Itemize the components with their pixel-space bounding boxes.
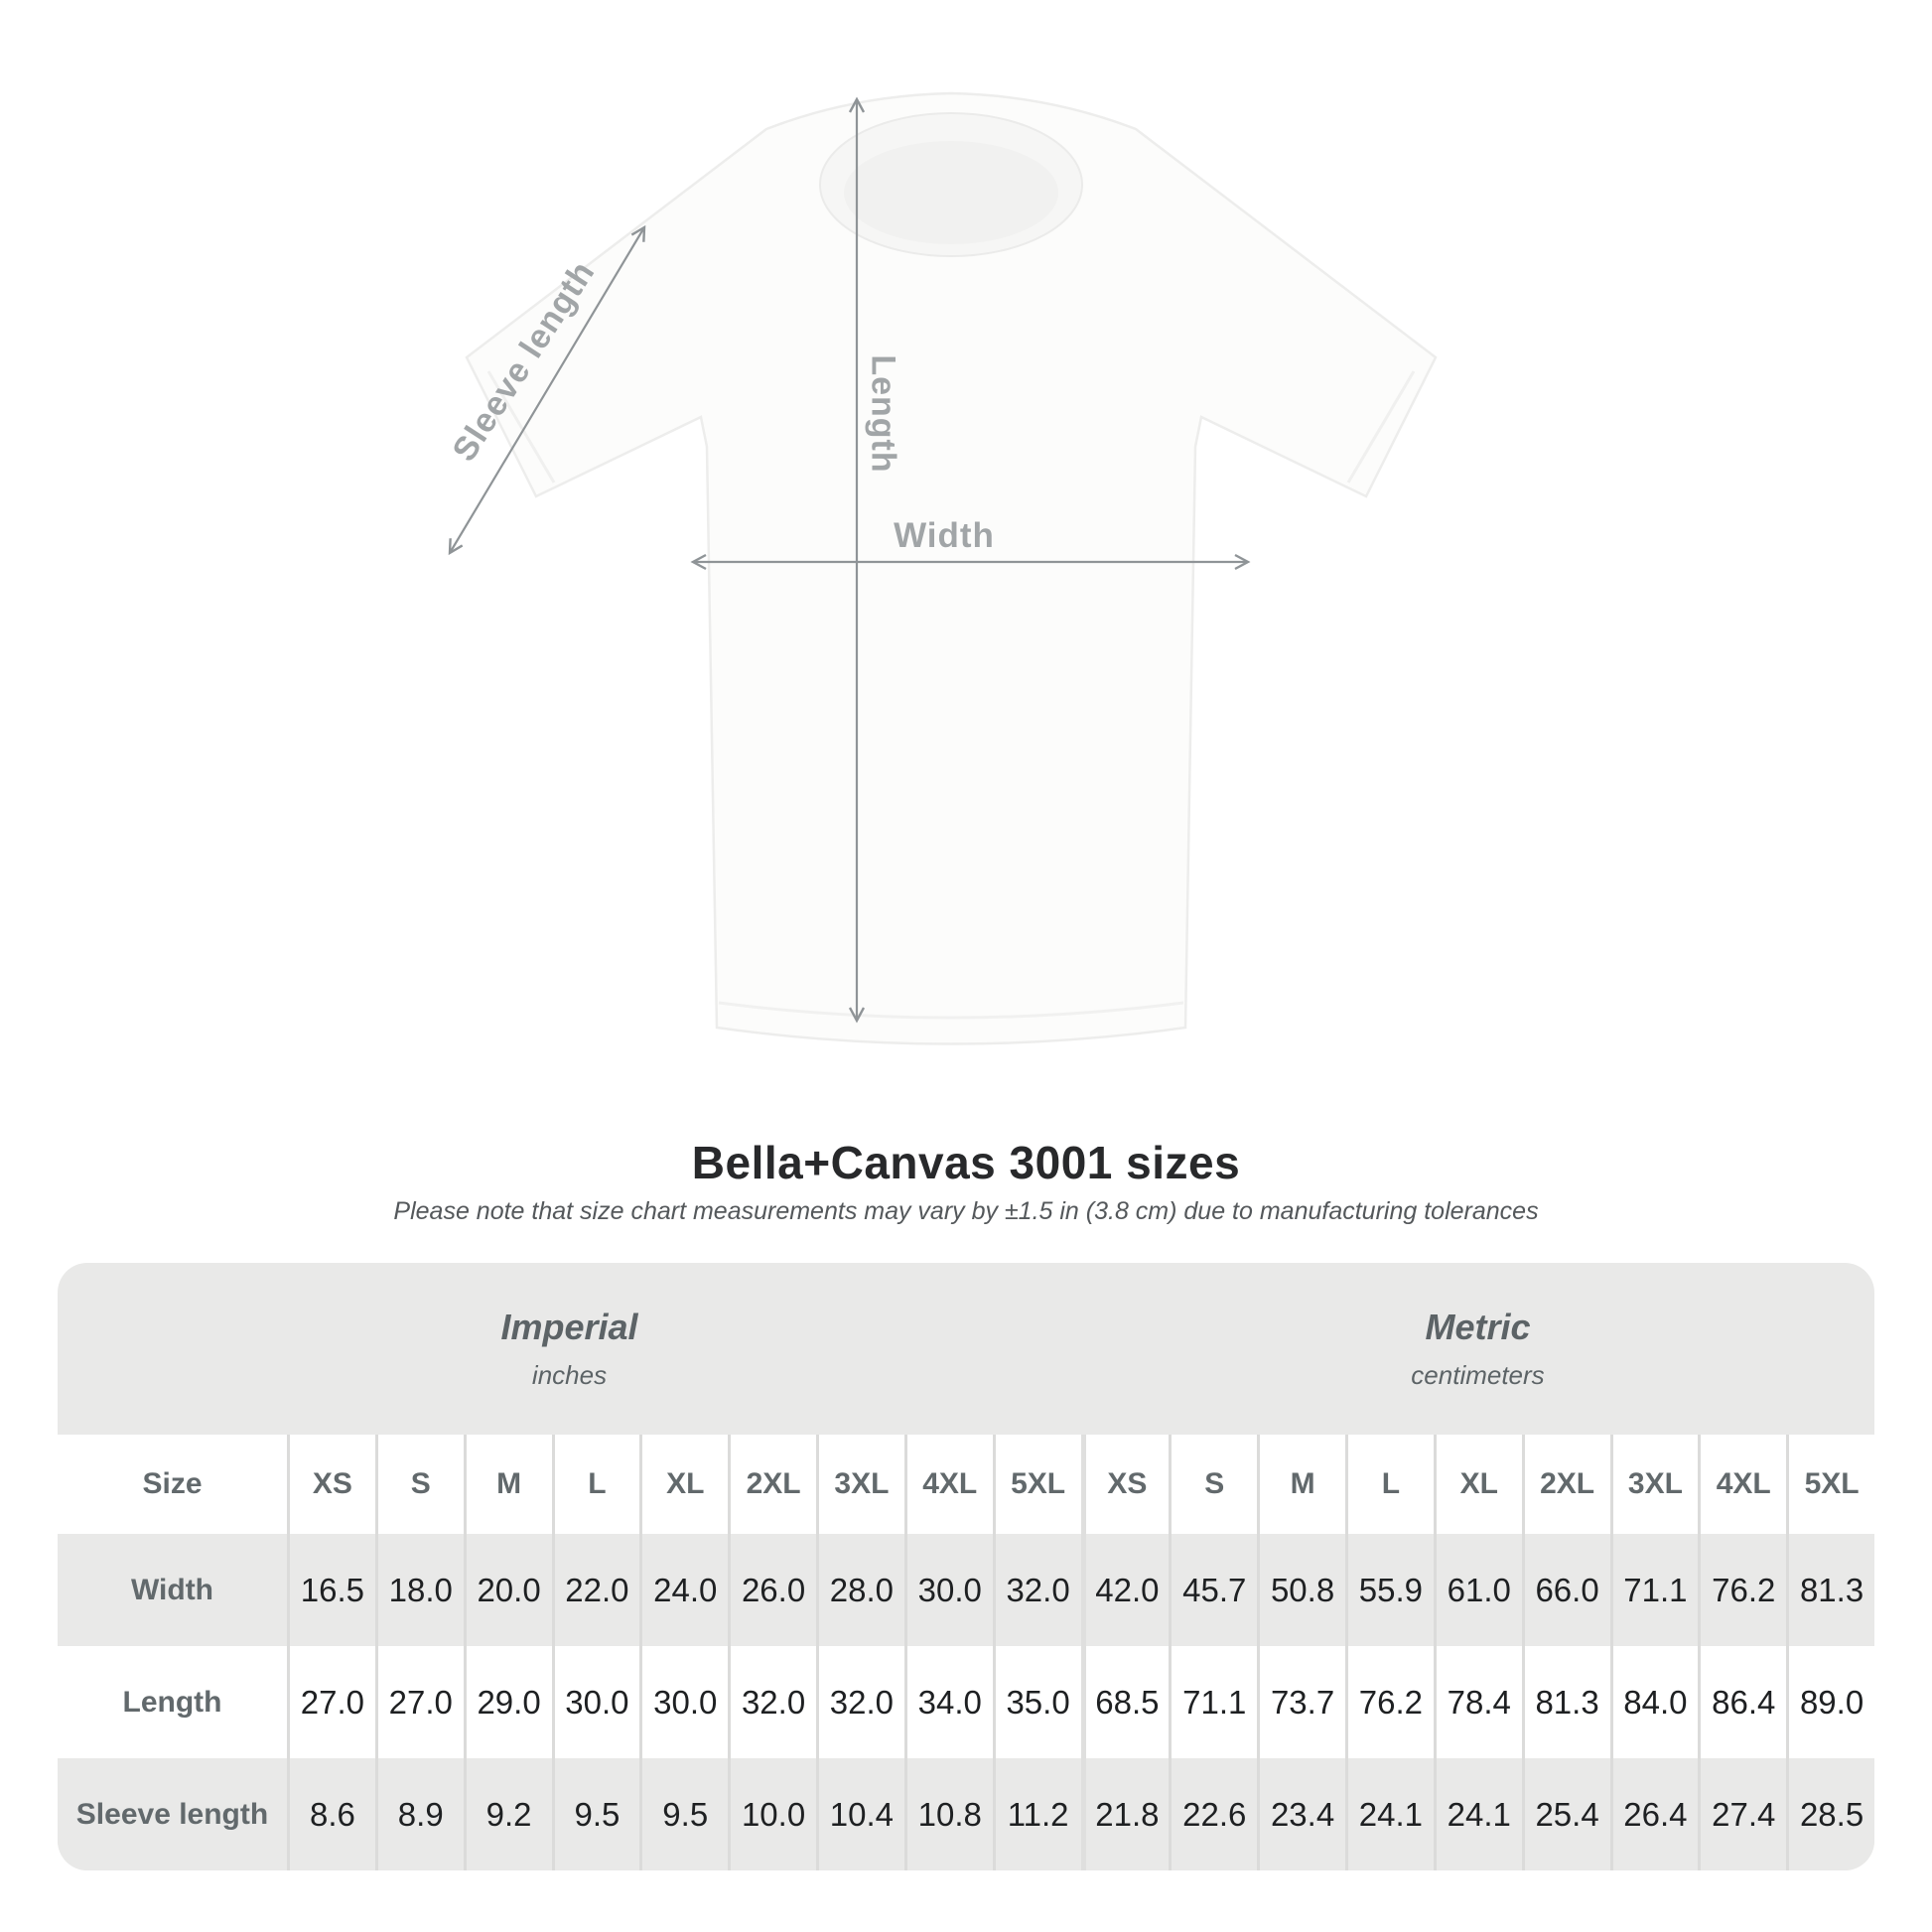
metric-group-header: Metric centimeters	[1081, 1263, 1874, 1435]
width-imperial-m: 20.0	[463, 1534, 552, 1646]
sleeve-metric-xl: 24.1	[1433, 1758, 1522, 1870]
width-metric-2xl: 66.0	[1521, 1534, 1610, 1646]
col-header-imperial-4xl: 4XL	[903, 1435, 993, 1534]
length-imperial-2xl: 32.0	[728, 1646, 816, 1758]
sleeve-imperial-2xl: 10.0	[728, 1758, 816, 1870]
width-imperial-3xl: 28.0	[816, 1534, 904, 1646]
metric-group-label: Metric	[1425, 1307, 1531, 1347]
col-header-imperial-l: L	[551, 1435, 640, 1534]
length-label: Length	[864, 354, 902, 474]
col-header-imperial-s: S	[374, 1435, 464, 1534]
length-imperial-m: 29.0	[463, 1646, 552, 1758]
col-header-imperial-xl: XL	[639, 1435, 728, 1534]
metric-group-unit: centimeters	[1411, 1360, 1545, 1390]
sleeve-length-arrow	[448, 224, 646, 556]
width-imperial-4xl: 30.0	[903, 1534, 993, 1646]
width-imperial-xl: 24.0	[639, 1534, 728, 1646]
col-header-metric-l: L	[1345, 1435, 1434, 1534]
col-header-imperial-m: M	[463, 1435, 552, 1534]
width-metric-l: 55.9	[1345, 1534, 1434, 1646]
length-metric-m: 73.7	[1257, 1646, 1345, 1758]
length-metric-5xl: 89.0	[1786, 1646, 1874, 1758]
width-imperial-l: 22.0	[551, 1534, 640, 1646]
sleeve-metric-3xl: 26.4	[1609, 1758, 1699, 1870]
sleeve-imperial-m: 9.2	[463, 1758, 552, 1870]
width-imperial-s: 18.0	[374, 1534, 464, 1646]
sleeve-imperial-xs: 8.6	[287, 1758, 375, 1870]
size-header-row: Size XS S M L XL 2XL 3XL 4XL 5XL XS S M …	[58, 1435, 1874, 1534]
length-metric-xs: 68.5	[1080, 1646, 1170, 1758]
width-metric-3xl: 71.1	[1609, 1534, 1699, 1646]
col-header-metric-4xl: 4XL	[1698, 1435, 1786, 1534]
table-row-length: Length 27.0 27.0 29.0 30.0 30.0 32.0 32.…	[58, 1646, 1874, 1758]
sleeve-imperial-3xl: 10.4	[816, 1758, 904, 1870]
sleeve-metric-m: 23.4	[1257, 1758, 1345, 1870]
col-header-metric-m: M	[1257, 1435, 1345, 1534]
sleeve-metric-l: 24.1	[1345, 1758, 1434, 1870]
width-label: Width	[894, 516, 995, 555]
length-imperial-l: 30.0	[551, 1646, 640, 1758]
width-metric-5xl: 81.3	[1786, 1534, 1874, 1646]
measurement-arrows	[448, 96, 1251, 1024]
tshirt-illustration	[465, 91, 1438, 1045]
row-label-width: Width	[130, 1573, 214, 1606]
width-metric-m: 50.8	[1257, 1534, 1345, 1646]
length-imperial-3xl: 32.0	[816, 1646, 904, 1758]
length-metric-s: 71.1	[1169, 1646, 1257, 1758]
length-imperial-xs: 27.0	[287, 1646, 375, 1758]
sleeve-metric-xs: 21.8	[1080, 1758, 1170, 1870]
length-metric-4xl: 86.4	[1698, 1646, 1786, 1758]
size-column-header: Size	[142, 1467, 203, 1500]
sleeve-imperial-s: 8.9	[374, 1758, 464, 1870]
length-imperial-s: 27.0	[374, 1646, 464, 1758]
sleeve-imperial-xl: 9.5	[639, 1758, 728, 1870]
col-header-imperial-5xl: 5XL	[992, 1435, 1081, 1534]
length-imperial-5xl: 35.0	[992, 1646, 1081, 1758]
length-imperial-4xl: 34.0	[903, 1646, 993, 1758]
table-row-width: Width 16.5 18.0 20.0 22.0 24.0 26.0 28.0…	[58, 1534, 1874, 1646]
col-header-imperial-3xl: 3XL	[816, 1435, 904, 1534]
length-metric-xl: 78.4	[1433, 1646, 1522, 1758]
sleeve-metric-5xl: 28.5	[1786, 1758, 1874, 1870]
col-header-imperial-2xl: 2XL	[728, 1435, 816, 1534]
page-title: Bella+Canvas 3001 sizes	[691, 1137, 1241, 1188]
sleeve-metric-s: 22.6	[1169, 1758, 1257, 1870]
length-metric-l: 76.2	[1345, 1646, 1434, 1758]
width-metric-4xl: 76.2	[1698, 1534, 1786, 1646]
unit-group-header-row: Imperial inches Metric centimeters	[58, 1263, 1874, 1435]
tolerance-note: Please note that size chart measurements…	[393, 1197, 1539, 1225]
row-label-sleeve-length: Sleeve length	[75, 1797, 269, 1831]
imperial-group-unit: inches	[531, 1360, 608, 1390]
sleeve-metric-4xl: 27.4	[1698, 1758, 1786, 1870]
row-label-length: Length	[122, 1685, 222, 1719]
sleeve-imperial-4xl: 10.8	[903, 1758, 993, 1870]
width-imperial-2xl: 26.0	[728, 1534, 816, 1646]
col-header-metric-5xl: 5XL	[1786, 1435, 1874, 1534]
length-metric-3xl: 84.0	[1609, 1646, 1699, 1758]
width-imperial-xs: 16.5	[287, 1534, 375, 1646]
length-imperial-xl: 30.0	[639, 1646, 728, 1758]
width-metric-xs: 42.0	[1080, 1534, 1170, 1646]
length-metric-2xl: 81.3	[1521, 1646, 1610, 1758]
tshirt-diagram-svg	[448, 91, 1438, 1045]
width-metric-xl: 61.0	[1433, 1534, 1522, 1646]
width-metric-s: 45.7	[1169, 1534, 1257, 1646]
col-header-metric-xs: XS	[1080, 1435, 1170, 1534]
col-header-metric-2xl: 2XL	[1521, 1435, 1610, 1534]
imperial-group-label: Imperial	[500, 1307, 638, 1347]
sleeve-metric-2xl: 25.4	[1521, 1758, 1610, 1870]
col-header-metric-3xl: 3XL	[1609, 1435, 1699, 1534]
width-imperial-5xl: 32.0	[992, 1534, 1081, 1646]
col-header-metric-xl: XL	[1433, 1435, 1522, 1534]
sleeve-imperial-l: 9.5	[551, 1758, 640, 1870]
table-row-sleeve-length: Sleeve length 8.6 8.9 9.2 9.5 9.5 10.0 1…	[58, 1758, 1874, 1870]
size-table: Imperial inches Metric centimeters Size …	[58, 1263, 1874, 1870]
col-header-metric-s: S	[1169, 1435, 1257, 1534]
col-header-imperial-xs: XS	[287, 1435, 375, 1534]
imperial-group-header: Imperial inches	[58, 1263, 1081, 1435]
tshirt-measurement-diagram: Sleeve length Length Width	[445, 91, 1438, 1045]
sleeve-imperial-5xl: 11.2	[992, 1758, 1081, 1870]
